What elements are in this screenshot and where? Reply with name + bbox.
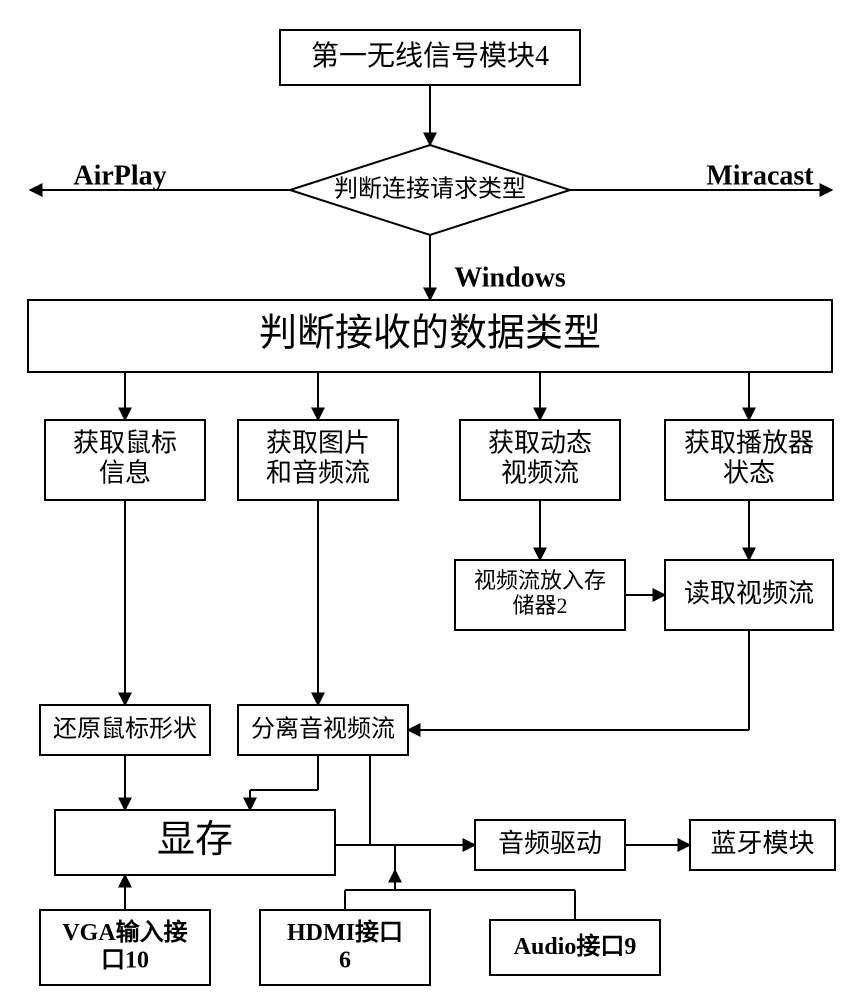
- svg-text:获取图片: 获取图片: [266, 429, 370, 458]
- svg-text:获取动态: 获取动态: [488, 429, 592, 458]
- node-image-audio: 获取图片和音频流: [238, 420, 398, 500]
- label-miracast: Miracast: [706, 160, 814, 191]
- svg-text:状态: 状态: [723, 459, 775, 488]
- svg-text:6: 6: [339, 947, 351, 973]
- svg-text:读取视频流: 读取视频流: [684, 579, 814, 608]
- node-video-to-mem: 视频流放入存储器2: [455, 560, 625, 630]
- svg-text:储器2: 储器2: [512, 593, 567, 618]
- node-split-av: 分离音视频流: [238, 705, 408, 755]
- label-windows: Windows: [454, 262, 566, 293]
- svg-text:蓝牙模块: 蓝牙模块: [710, 829, 814, 858]
- svg-text:获取播放器: 获取播放器: [684, 429, 814, 458]
- node-dynamic-video: 获取动态视频流: [460, 420, 620, 500]
- svg-text:第一无线信号模块4: 第一无线信号模块4: [311, 40, 549, 72]
- label-airplay: AirPlay: [73, 160, 166, 191]
- svg-text:判断连接请求类型: 判断连接请求类型: [334, 176, 526, 203]
- node-bluetooth: 蓝牙模块: [690, 820, 835, 870]
- svg-text:音频驱动: 音频驱动: [498, 829, 602, 858]
- node-data-type: 判断接收的数据类型: [28, 300, 832, 372]
- svg-text:信息: 信息: [99, 459, 151, 488]
- svg-text:HDMI接口: HDMI接口: [287, 919, 403, 946]
- svg-text:口10: 口10: [101, 947, 149, 973]
- node-read-video: 读取视频流: [665, 560, 833, 630]
- svg-text:分离音视频流: 分离音视频流: [251, 716, 395, 743]
- svg-text:视频流放入存: 视频流放入存: [474, 568, 606, 593]
- node-audio-driver: 音频驱动: [475, 820, 625, 870]
- svg-text:还原鼠标形状: 还原鼠标形状: [53, 716, 197, 743]
- svg-text:获取鼠标: 获取鼠标: [73, 429, 177, 458]
- node-mouse-info: 获取鼠标信息: [45, 420, 205, 500]
- node-audio-port: Audio接口9: [490, 920, 660, 975]
- svg-text:和音频流: 和音频流: [266, 459, 370, 488]
- node-player-status: 获取播放器状态: [665, 420, 833, 500]
- svg-text:视频流: 视频流: [501, 459, 579, 488]
- node-wireless-module: 第一无线信号模块4: [280, 30, 580, 85]
- node-vga: VGA输入接口10: [40, 910, 210, 985]
- svg-text:Audio接口9: Audio接口9: [514, 933, 637, 960]
- svg-text:显存: 显存: [157, 819, 233, 861]
- node-restore-mouse: 还原鼠标形状: [40, 705, 210, 755]
- node-hdmi: HDMI接口6: [260, 910, 430, 985]
- svg-text:判断接收的数据类型: 判断接收的数据类型: [259, 313, 601, 355]
- node-vram: 显存: [55, 810, 335, 875]
- node-decision: 判断连接请求类型: [290, 145, 570, 235]
- svg-text:VGA输入接: VGA输入接: [62, 918, 187, 946]
